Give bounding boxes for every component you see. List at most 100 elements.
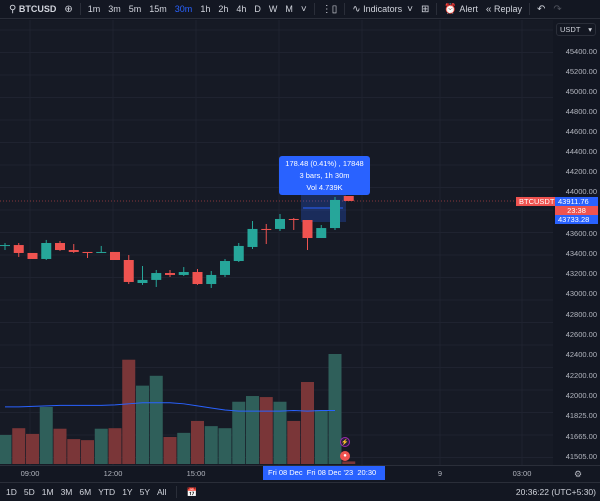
- interval-dropdown[interactable]: ˅: [297, 0, 311, 18]
- candle-body: [0, 245, 10, 247]
- price-label: 45000.00: [565, 86, 597, 96]
- volume-bar: [328, 354, 342, 464]
- interval-3m[interactable]: 3m: [108, 4, 121, 14]
- candle-body: [206, 274, 217, 285]
- replay-icon: «: [485, 3, 492, 15]
- range-1y[interactable]: 1Y: [122, 487, 133, 497]
- price-label: 42200.00: [565, 370, 597, 380]
- volume-bar: [204, 426, 218, 464]
- volume-bar: [246, 396, 259, 464]
- range-start-label: Fri 08 Dec: [268, 468, 303, 477]
- range-all[interactable]: All: [157, 487, 167, 497]
- volume-bar: [191, 420, 204, 464]
- range-ytd[interactable]: YTD: [98, 487, 116, 497]
- measure-bars: 3 bars, 1h 30m: [299, 171, 350, 180]
- interval-4h[interactable]: 4h: [236, 4, 247, 14]
- undo-button[interactable]: ↶: [533, 0, 549, 18]
- volume-bar: [0, 434, 12, 464]
- volume-bar: [136, 385, 149, 464]
- range-5d[interactable]: 5D: [23, 487, 35, 497]
- measure-tooltip: 178.48 (0.41%) , 17848 3 bars, 1h 30m Vo…: [279, 156, 370, 195]
- replay-button[interactable]: « Replay: [482, 0, 526, 18]
- redo-icon: ↷: [553, 3, 562, 15]
- symbol-label: BTCUSD: [18, 4, 57, 14]
- range-5y[interactable]: 5Y: [139, 487, 150, 497]
- us-flag-event-icon[interactable]: ●: [340, 451, 350, 461]
- price-label: 43200.00: [565, 269, 597, 279]
- price-label: 44600.00: [565, 126, 597, 136]
- price-axis[interactable]: 45400.00 45200.00 45000.00 44800.00 44600.00…: [553, 0, 600, 465]
- undo-icon: ↶: [536, 3, 546, 15]
- divider: [79, 3, 81, 15]
- interval-5m[interactable]: 5m: [128, 4, 142, 14]
- interval-1m[interactable]: 1m: [87, 4, 101, 14]
- candle-body: [137, 279, 148, 283]
- currency-select[interactable]: USDT ▾: [556, 23, 596, 36]
- lightning-icon[interactable]: ⚡: [340, 437, 350, 447]
- chart-type-button[interactable]: ⋮▯: [318, 0, 342, 18]
- interval-1h[interactable]: 1h: [200, 4, 211, 14]
- volume-bar: [301, 382, 314, 464]
- clock-timezone[interactable]: 20:36:22 (UTC+5:30): [515, 487, 596, 497]
- price-label: 41665.00: [565, 431, 597, 441]
- volume-bar: [163, 437, 177, 464]
- candle-body: [165, 273, 175, 275]
- price-label: 41505.00: [565, 451, 597, 461]
- symbol-search[interactable]: ⚲ BTCUSD: [5, 0, 60, 18]
- volume-bar: [259, 397, 273, 464]
- price-label: 41825.00: [565, 411, 597, 421]
- volume-bar: [177, 432, 191, 464]
- range-6m[interactable]: 6M: [79, 487, 92, 497]
- time-range-highlight: Fri 08 Dec Fri 08 Dec '23 20:30: [263, 466, 385, 480]
- gear-icon[interactable]: ⚙: [573, 469, 583, 479]
- volume-bar: [342, 461, 356, 464]
- divider: [313, 3, 315, 15]
- interval-W[interactable]: W: [268, 4, 278, 14]
- alert-label: Alert: [459, 4, 478, 14]
- candle-body: [316, 228, 327, 239]
- candle-body: [261, 228, 272, 230]
- volume-bar: [53, 428, 67, 464]
- time-label: 12:00: [103, 469, 123, 478]
- interval-D[interactable]: D: [254, 4, 261, 14]
- layout-button[interactable]: ⊞: [417, 0, 433, 18]
- measure-price-tag: 43733.28: [555, 215, 598, 224]
- volume-bar: [12, 428, 26, 464]
- candle-body: [220, 261, 230, 275]
- interval-15m[interactable]: 15m: [149, 4, 167, 14]
- chart-pane[interactable]: TV ⚡ ●: [0, 20, 553, 481]
- redo-button[interactable]: ↷: [549, 0, 565, 18]
- price-label: 43400.00: [565, 248, 597, 258]
- divider: [528, 3, 530, 15]
- divider: [176, 486, 178, 498]
- range-1m[interactable]: 1M: [41, 487, 54, 497]
- time-label: 15:00: [186, 469, 206, 478]
- countdown-tag: 23:38: [555, 206, 598, 215]
- last-price-tag: 43911.76: [555, 197, 598, 206]
- range-end-label: Fri 08 Dec '23: [306, 468, 354, 477]
- indicators-button[interactable]: ∿ Indicators ˅: [348, 0, 417, 18]
- interval-30m[interactable]: 30m: [174, 4, 193, 14]
- price-label: 43000.00: [565, 289, 597, 299]
- range-3m[interactable]: 3M: [60, 487, 73, 497]
- time-axis[interactable]: Fri 08 Dec Fri 08 Dec '23 20:30 ⚙ 09:00 1…: [0, 465, 600, 481]
- divider: [344, 3, 346, 15]
- candle-body: [151, 273, 162, 280]
- compare-symbol-button[interactable]: ⊕: [60, 0, 76, 18]
- interval-2h[interactable]: 2h: [218, 4, 229, 14]
- range-1d[interactable]: 1D: [6, 487, 17, 497]
- calendar-goto-icon[interactable]: 📅: [186, 486, 198, 497]
- candle-body: [41, 243, 52, 259]
- bottom-bar: 1D 5D 1M 3M 6M YTD 1Y 5Y All 📅 20:36:22 (UTC+5:3…: [0, 482, 600, 501]
- candle-body: [192, 272, 203, 285]
- chevron-down-icon: ˅: [407, 3, 414, 15]
- price-label: 44800.00: [565, 106, 597, 116]
- time-label: 9: [437, 469, 443, 478]
- alarm-clock-icon: ⏰: [444, 3, 457, 15]
- chart-canvas[interactable]: [0, 20, 553, 465]
- interval-M[interactable]: M: [285, 4, 293, 14]
- alert-button[interactable]: ⏰ Alert: [440, 0, 481, 18]
- candle-body: [288, 218, 299, 221]
- candle-body: [330, 199, 340, 229]
- price-label: 44400.00: [565, 146, 597, 156]
